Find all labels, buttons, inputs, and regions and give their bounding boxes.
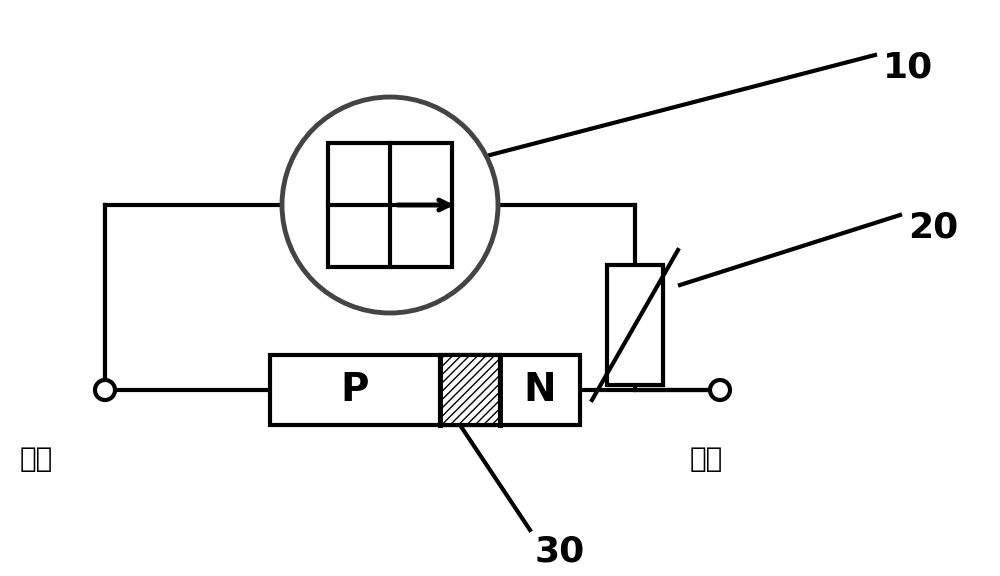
Text: 20: 20 xyxy=(908,210,958,244)
Text: 阳极: 阳极 xyxy=(20,445,53,473)
Text: N: N xyxy=(524,371,556,409)
Bar xyxy=(440,355,500,425)
Text: P: P xyxy=(341,371,369,409)
Text: 10: 10 xyxy=(883,50,933,84)
Bar xyxy=(328,143,452,267)
Text: 30: 30 xyxy=(535,535,585,569)
Circle shape xyxy=(282,97,498,313)
Circle shape xyxy=(710,380,730,400)
Bar xyxy=(270,355,580,425)
Text: 阴极: 阴极 xyxy=(690,445,723,473)
Bar xyxy=(607,265,663,385)
Circle shape xyxy=(95,380,115,400)
